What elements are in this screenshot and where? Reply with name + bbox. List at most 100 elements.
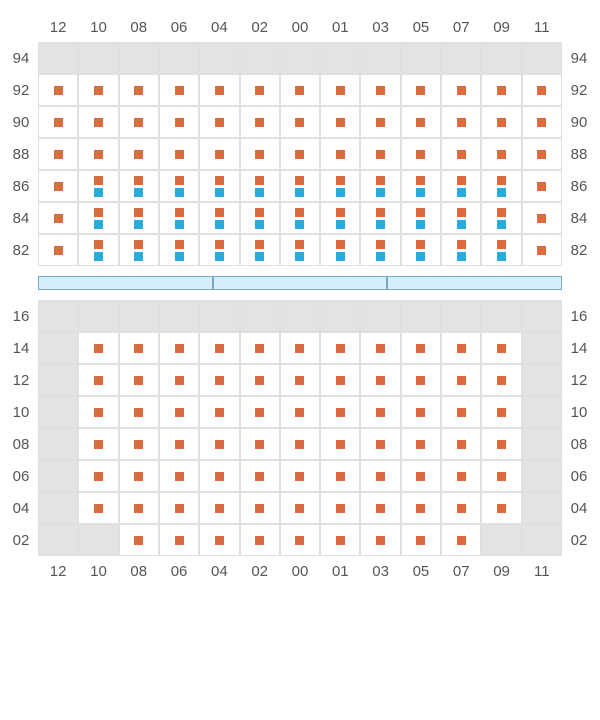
seat-cell[interactable] <box>38 234 78 266</box>
seat-cell[interactable] <box>119 396 159 428</box>
seat-cell[interactable] <box>441 364 481 396</box>
seat-cell[interactable] <box>119 106 159 138</box>
seat-cell[interactable] <box>78 428 118 460</box>
seat-cell[interactable] <box>159 364 199 396</box>
seat-cell[interactable] <box>320 364 360 396</box>
seat-cell[interactable] <box>360 364 400 396</box>
seat-cell[interactable] <box>401 234 441 266</box>
seat-cell[interactable] <box>119 170 159 202</box>
seat-cell[interactable] <box>199 460 239 492</box>
seat-cell[interactable] <box>441 74 481 106</box>
seat-cell[interactable] <box>199 524 239 556</box>
seat-cell[interactable] <box>320 524 360 556</box>
seat-cell[interactable] <box>199 332 239 364</box>
seat-cell[interactable] <box>481 202 521 234</box>
seat-cell[interactable] <box>240 524 280 556</box>
seat-cell[interactable] <box>522 234 562 266</box>
seat-cell[interactable] <box>441 428 481 460</box>
seat-cell[interactable] <box>401 524 441 556</box>
seat-cell[interactable] <box>320 138 360 170</box>
seat-cell[interactable] <box>78 202 118 234</box>
seat-cell[interactable] <box>159 428 199 460</box>
seat-cell[interactable] <box>441 524 481 556</box>
seat-cell[interactable] <box>481 364 521 396</box>
seat-cell[interactable] <box>522 170 562 202</box>
seat-cell[interactable] <box>280 332 320 364</box>
seat-cell[interactable] <box>280 524 320 556</box>
seat-cell[interactable] <box>240 202 280 234</box>
seat-cell[interactable] <box>280 428 320 460</box>
seat-cell[interactable] <box>199 428 239 460</box>
seat-cell[interactable] <box>522 74 562 106</box>
seat-cell[interactable] <box>401 170 441 202</box>
seat-cell[interactable] <box>240 170 280 202</box>
seat-cell[interactable] <box>159 332 199 364</box>
seat-cell[interactable] <box>441 106 481 138</box>
seat-cell[interactable] <box>199 74 239 106</box>
seat-cell[interactable] <box>481 170 521 202</box>
seat-cell[interactable] <box>199 106 239 138</box>
seat-cell[interactable] <box>320 106 360 138</box>
seat-cell[interactable] <box>119 234 159 266</box>
seat-cell[interactable] <box>481 106 521 138</box>
seat-cell[interactable] <box>119 428 159 460</box>
seat-cell[interactable] <box>481 428 521 460</box>
seat-cell[interactable] <box>78 460 118 492</box>
seat-cell[interactable] <box>119 138 159 170</box>
seat-cell[interactable] <box>320 202 360 234</box>
seat-cell[interactable] <box>119 332 159 364</box>
seat-cell[interactable] <box>280 170 320 202</box>
seat-cell[interactable] <box>199 396 239 428</box>
seat-cell[interactable] <box>401 364 441 396</box>
seat-cell[interactable] <box>320 170 360 202</box>
seat-cell[interactable] <box>159 524 199 556</box>
seat-cell[interactable] <box>240 74 280 106</box>
seat-cell[interactable] <box>78 396 118 428</box>
seat-cell[interactable] <box>481 74 521 106</box>
divider-segment[interactable] <box>38 276 213 290</box>
seat-cell[interactable] <box>119 74 159 106</box>
seat-cell[interactable] <box>360 138 400 170</box>
seat-cell[interactable] <box>401 138 441 170</box>
seat-cell[interactable] <box>119 202 159 234</box>
seat-cell[interactable] <box>78 138 118 170</box>
seat-cell[interactable] <box>280 202 320 234</box>
seat-cell[interactable] <box>240 492 280 524</box>
seat-cell[interactable] <box>199 138 239 170</box>
seat-cell[interactable] <box>522 202 562 234</box>
seat-cell[interactable] <box>441 202 481 234</box>
seat-cell[interactable] <box>441 332 481 364</box>
seat-cell[interactable] <box>280 364 320 396</box>
seat-cell[interactable] <box>280 460 320 492</box>
seat-cell[interactable] <box>360 106 400 138</box>
seat-cell[interactable] <box>360 460 400 492</box>
divider-segment[interactable] <box>387 276 562 290</box>
seat-cell[interactable] <box>240 428 280 460</box>
seat-cell[interactable] <box>199 364 239 396</box>
seat-cell[interactable] <box>360 524 400 556</box>
seat-cell[interactable] <box>119 460 159 492</box>
seat-cell[interactable] <box>441 492 481 524</box>
seat-cell[interactable] <box>159 460 199 492</box>
seat-cell[interactable] <box>481 138 521 170</box>
seat-cell[interactable] <box>240 234 280 266</box>
seat-cell[interactable] <box>401 332 441 364</box>
seat-cell[interactable] <box>159 234 199 266</box>
seat-cell[interactable] <box>78 234 118 266</box>
seat-cell[interactable] <box>280 492 320 524</box>
seat-cell[interactable] <box>401 460 441 492</box>
seat-cell[interactable] <box>240 396 280 428</box>
seat-cell[interactable] <box>78 170 118 202</box>
seat-cell[interactable] <box>240 138 280 170</box>
seat-cell[interactable] <box>401 428 441 460</box>
seat-cell[interactable] <box>441 138 481 170</box>
seat-cell[interactable] <box>320 396 360 428</box>
seat-cell[interactable] <box>360 74 400 106</box>
seat-cell[interactable] <box>360 234 400 266</box>
seat-cell[interactable] <box>441 396 481 428</box>
seat-cell[interactable] <box>401 106 441 138</box>
seat-cell[interactable] <box>240 332 280 364</box>
seat-cell[interactable] <box>159 202 199 234</box>
seat-cell[interactable] <box>280 234 320 266</box>
seat-cell[interactable] <box>240 106 280 138</box>
